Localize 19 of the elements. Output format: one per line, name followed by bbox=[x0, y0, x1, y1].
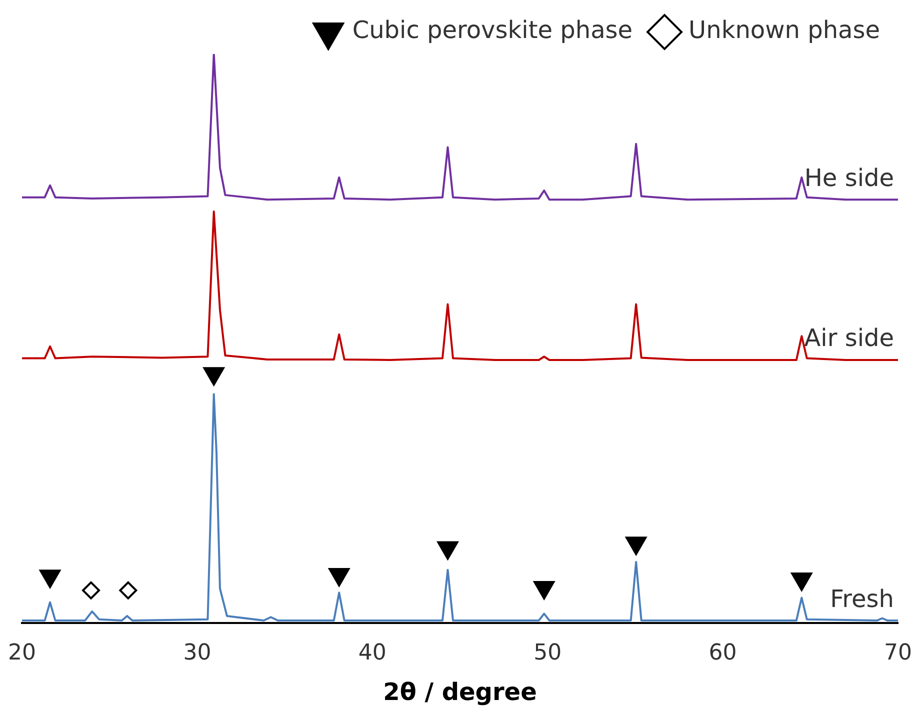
x-tick-label: 30 bbox=[183, 640, 212, 666]
x-tick-label: 70 bbox=[884, 640, 912, 666]
series-label: Air side bbox=[804, 324, 894, 352]
x-tick-label: 50 bbox=[534, 640, 562, 666]
x-axis-title: 2θ / degree bbox=[383, 678, 537, 706]
series-label: He side bbox=[804, 164, 894, 192]
point bbox=[328, 568, 350, 586]
point bbox=[203, 367, 224, 386]
legend-label: Unknown phase bbox=[688, 16, 880, 44]
legend-label: Cubic perovskite phase bbox=[352, 16, 633, 44]
x-tick-label: 60 bbox=[708, 640, 737, 666]
point bbox=[437, 541, 458, 560]
x-tick-label: 40 bbox=[358, 640, 386, 666]
point bbox=[626, 536, 647, 556]
point bbox=[534, 581, 555, 600]
x-tick-label: 20 bbox=[8, 640, 36, 666]
point bbox=[791, 572, 812, 592]
series-label: Fresh bbox=[830, 584, 894, 613]
point bbox=[40, 570, 61, 588]
